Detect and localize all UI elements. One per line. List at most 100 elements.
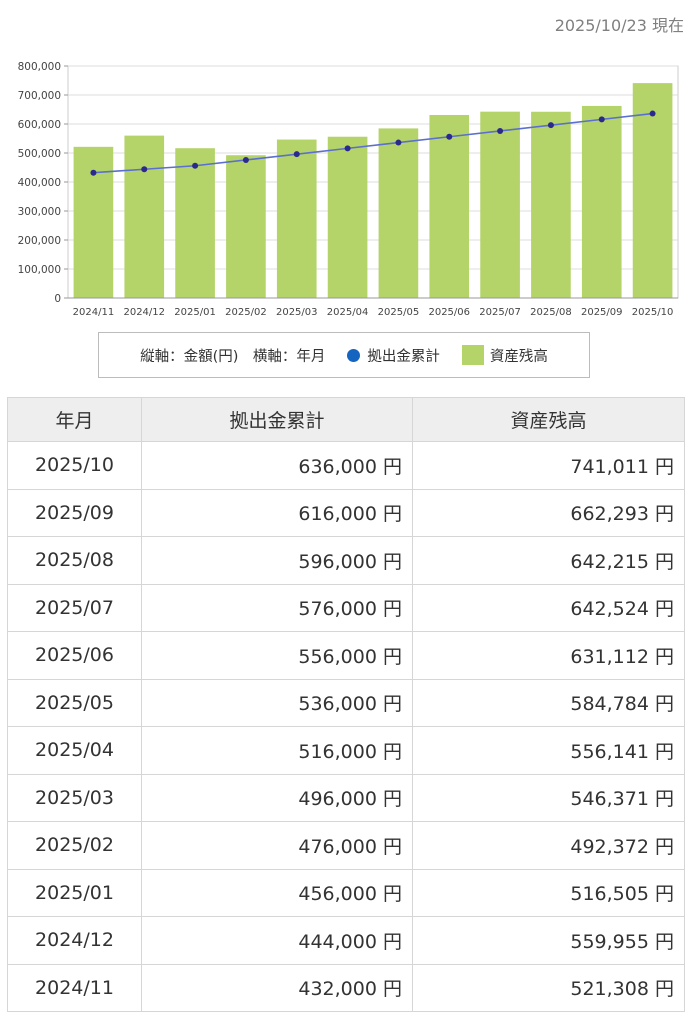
- x-tick-label: 2025/07: [479, 307, 521, 318]
- line-point: [547, 122, 554, 129]
- x-tick-label: 2024/12: [123, 307, 165, 318]
- chart-legend: 縦軸：金額(円) 横軸：年月 拠出金累計 資産残高: [98, 332, 590, 378]
- y-tick-label: 0: [54, 293, 61, 305]
- y-tick-label: 100,000: [18, 264, 61, 276]
- bar: [327, 136, 368, 298]
- x-tick-label: 2025/04: [327, 307, 369, 318]
- cell-balance: 521,308 円: [412, 963, 685, 1012]
- legend-bar-label: 資産残高: [489, 348, 548, 365]
- cell-balance: 556,141 円: [412, 726, 685, 775]
- x-tick-label: 2024/11: [73, 307, 115, 318]
- cell-contribution: 616,000 円: [141, 488, 413, 537]
- cell-contribution: 456,000 円: [141, 868, 413, 917]
- cell-contribution: 576,000 円: [141, 583, 413, 632]
- line-point: [141, 166, 148, 173]
- cell-balance: 559,955 円: [412, 916, 685, 965]
- table-row: 2025/09 616,000 円 662,293 円: [7, 488, 685, 537]
- cell-balance: 516,505 円: [412, 868, 685, 917]
- table-row: 2025/05 536,000 円 584,784 円: [7, 678, 685, 727]
- table-row: 2025/01 456,000 円 516,505 円: [7, 868, 685, 917]
- header-month: 年月: [7, 397, 142, 442]
- x-tick-label: 2025/08: [530, 307, 572, 318]
- line-point: [90, 169, 97, 176]
- table-row: 2025/07 576,000 円 642,524 円: [7, 583, 685, 632]
- x-tick-label: 2025/01: [174, 307, 216, 318]
- cell-contribution: 444,000 円: [141, 916, 413, 965]
- header-contribution: 拠出金累計: [141, 397, 413, 442]
- table-row: 2025/03 496,000 円 546,371 円: [7, 773, 685, 822]
- x-tick-label: 2025/09: [581, 307, 623, 318]
- cell-contribution: 556,000 円: [141, 631, 413, 680]
- legend-line-entry: 拠出金累計: [347, 345, 440, 366]
- x-tick-label: 2025/05: [378, 307, 420, 318]
- cell-balance: 662,293 円: [412, 488, 685, 537]
- bar: [175, 148, 215, 298]
- table-row: 2024/11 432,000 円 521,308 円: [7, 963, 685, 1012]
- y-tick-label: 700,000: [18, 90, 61, 102]
- cell-contribution: 536,000 円: [141, 678, 413, 727]
- bar: [226, 155, 266, 298]
- cell-month: 2025/09: [7, 488, 142, 537]
- asset-chart: 0 100,000 200,000 300,000 400,000 500,000 600,…: [0, 55, 690, 325]
- cell-contribution: 516,000 円: [141, 726, 413, 775]
- line-point: [395, 139, 402, 146]
- cell-month: 2024/11: [7, 963, 142, 1012]
- table-row: 2025/10 636,000 円 741,011 円: [7, 441, 685, 490]
- header-balance: 資産残高: [412, 397, 685, 442]
- cell-contribution: 432,000 円: [141, 963, 413, 1012]
- cell-month: 2025/06: [7, 631, 142, 680]
- cell-month: 2025/01: [7, 868, 142, 917]
- x-tick-label: 2025/03: [276, 307, 318, 318]
- cell-month: 2025/05: [7, 678, 142, 727]
- cell-contribution: 636,000 円: [141, 441, 413, 490]
- table-row: 2025/08 596,000 円 642,215 円: [7, 536, 685, 585]
- line-point: [293, 151, 300, 158]
- cell-contribution: 476,000 円: [141, 821, 413, 870]
- cell-month: 2024/12: [7, 916, 142, 965]
- table-row: 2025/04 516,000 円 556,141 円: [7, 726, 685, 775]
- contribution-line: [93, 112, 653, 174]
- x-tick-label: 2025/06: [428, 307, 470, 318]
- y-tick-label: 600,000: [18, 119, 61, 131]
- legend-line-label: 拠出金累計: [367, 348, 440, 365]
- cell-month: 2025/07: [7, 583, 142, 632]
- y-tick-label: 400,000: [18, 177, 61, 189]
- line-point: [497, 127, 504, 134]
- y-tick-label: 500,000: [18, 148, 61, 160]
- bar: [531, 111, 571, 298]
- cell-balance: 642,524 円: [412, 583, 685, 632]
- line-point: [242, 156, 249, 163]
- line-point: [598, 116, 605, 123]
- cell-month: 2025/03: [7, 773, 142, 822]
- cell-balance: 546,371 円: [412, 773, 685, 822]
- cell-month: 2025/02: [7, 821, 142, 870]
- bar: [276, 139, 317, 298]
- bar: [480, 111, 520, 298]
- table-row: 2024/12 444,000 円 559,955 円: [7, 916, 685, 965]
- bar: [124, 135, 165, 298]
- cell-balance: 584,784 円: [412, 678, 685, 727]
- y-tick-label: 200,000: [18, 235, 61, 247]
- line-point: [649, 110, 656, 117]
- cell-contribution: 496,000 円: [141, 773, 413, 822]
- table-row: 2025/02 476,000 円 492,372 円: [7, 821, 685, 870]
- chart-svg: 0 100,000 200,000 300,000 400,000 500,000 600,…: [18, 61, 679, 318]
- legend-dot-icon: [347, 348, 361, 362]
- table-row: 2025/06 556,000 円 631,112 円: [7, 631, 685, 680]
- bar: [73, 146, 114, 298]
- cell-balance: 631,112 円: [412, 631, 685, 680]
- line-point: [344, 145, 351, 152]
- bar: [429, 114, 470, 298]
- as-of-date: 2025/10/23 現在: [554, 16, 684, 35]
- legend-axes-note: 縦軸：金額(円) 横軸：年月: [140, 348, 326, 365]
- cell-contribution: 596,000 円: [141, 536, 413, 585]
- line-point: [446, 133, 453, 140]
- y-tick-label: 800,000: [18, 61, 61, 73]
- cell-balance: 492,372 円: [412, 821, 685, 870]
- bar: [378, 128, 419, 298]
- legend-square-icon: [461, 345, 484, 365]
- cell-balance: 741,011 円: [412, 441, 685, 490]
- cell-month: 2025/04: [7, 726, 142, 775]
- table-header-row: 年月 拠出金累計 資産残高: [7, 397, 685, 442]
- x-tick-label: 2025/02: [225, 307, 267, 318]
